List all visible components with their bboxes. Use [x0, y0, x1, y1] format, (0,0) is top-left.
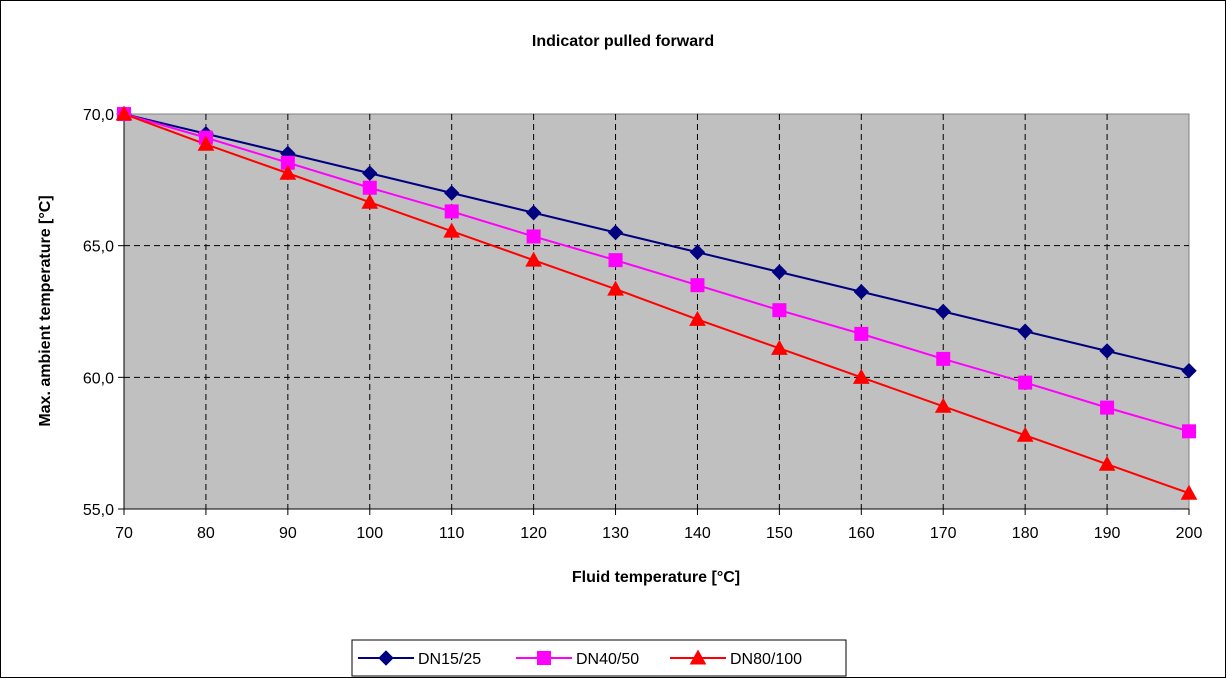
legend-box: [351, 639, 847, 677]
data-point-dn80-100: [1098, 455, 1116, 471]
axes: [118, 113, 1190, 515]
data-point-dn40-50: [690, 278, 705, 293]
data-point-dn15-25: [771, 264, 788, 280]
legend-label-dn15-25: DN15/25: [418, 651, 481, 668]
x-tick-label: 120: [520, 525, 547, 542]
x-tick-label: 170: [930, 525, 957, 542]
data-point-dn80-100: [607, 280, 624, 296]
legend-marker-dn80-100: [689, 649, 707, 665]
data-point-dn40-50: [526, 229, 541, 244]
x-tick-label: 180: [1012, 525, 1039, 542]
x-tick-label: 190: [1094, 525, 1121, 542]
legend-item-dn80-100: DN80/100: [670, 649, 802, 668]
data-point-dn80-100: [934, 397, 952, 413]
x-tick-label: 160: [848, 525, 875, 542]
series-line-dn80-100: [123, 113, 1190, 495]
x-tick-label: 130: [602, 525, 629, 542]
legend-label-dn40-50: DN40/50: [576, 651, 639, 668]
y-axis-label: Max. ambient temperature [°C]: [37, 195, 54, 426]
data-point-dn15-25: [1181, 363, 1197, 379]
x-tick-label: 150: [766, 525, 793, 542]
data-point-dn80-100: [1180, 484, 1198, 500]
data-point-dn40-50: [1100, 400, 1115, 415]
data-point-dn80-100: [197, 135, 215, 151]
data-point-dn40-50: [854, 326, 869, 341]
data-point-dn40-50: [936, 351, 951, 366]
data-point-dn15-25: [1099, 343, 1115, 359]
data-point-dn15-25: [525, 205, 542, 221]
tick-labels: 70 80 90 100 110 120 130 140 150 160 170 180 190 200 7…: [83, 107, 1203, 542]
series-line-dn15-25: [123, 113, 1190, 372]
data-point-dn40-50: [772, 303, 787, 318]
x-tick-label: 110: [439, 525, 465, 542]
series-line-dn40-50: [123, 113, 1190, 433]
data-point-dn15-25: [362, 165, 378, 181]
x-tick-label: 70: [115, 525, 133, 542]
legend-marker-dn40-50: [537, 651, 551, 665]
x-tick-label: 100: [356, 525, 383, 542]
series-lines: [123, 113, 1190, 495]
x-tick-label: 90: [279, 525, 297, 542]
data-point-dn80-100: [689, 310, 706, 326]
data-point-dn40-50: [362, 180, 377, 195]
x-tick-label: 200: [1176, 525, 1203, 542]
data-point-dn15-25: [607, 224, 624, 241]
x-tick-label: 140: [684, 525, 711, 542]
data-point-dn80-100: [852, 368, 870, 384]
legend-marker-dn15-25: [378, 650, 394, 666]
data-point-dn40-50: [608, 253, 623, 268]
data-point-dn80-100: [443, 222, 461, 238]
data-point-dn15-25: [443, 185, 460, 201]
data-point-dn40-50: [1182, 424, 1196, 439]
data-point-dn80-100: [1016, 426, 1034, 442]
chart-title: Indicator pulled forward: [532, 33, 714, 50]
y-tick-label: 55,0: [83, 502, 114, 519]
legend: DN15/25 DN40/50 DN80/100: [351, 639, 847, 677]
data-point-dn15-25: [935, 303, 951, 320]
y-tick-label: 70,0: [83, 107, 114, 124]
data-point-dn15-25: [1017, 323, 1033, 339]
data-point-dn80-100: [771, 339, 788, 355]
data-point-dn80-100: [361, 193, 379, 209]
data-point-dn80-100: [279, 164, 297, 180]
plot-area: [123, 113, 1190, 510]
x-axis-label: Fluid temperature [°C]: [572, 569, 740, 586]
legend-label-dn80-100: DN80/100: [730, 651, 802, 668]
legend-item-dn15-25: DN15/25: [358, 650, 481, 668]
x-tick-label: 80: [197, 525, 215, 542]
data-point-dn40-50: [444, 204, 459, 219]
data-point-dn80-100: [525, 251, 542, 267]
legend-item-dn40-50: DN40/50: [516, 651, 639, 668]
data-point-dn40-50: [1018, 375, 1033, 390]
data-point-dn80-100: [115, 105, 133, 121]
data-point-dn15-25: [689, 244, 706, 260]
series-markers: [115, 105, 1198, 500]
grid-lines: [124, 114, 1189, 509]
data-point-dn15-25: [853, 284, 870, 300]
y-tick-label: 60,0: [83, 370, 114, 387]
y-tick-label: 65,0: [83, 239, 114, 256]
